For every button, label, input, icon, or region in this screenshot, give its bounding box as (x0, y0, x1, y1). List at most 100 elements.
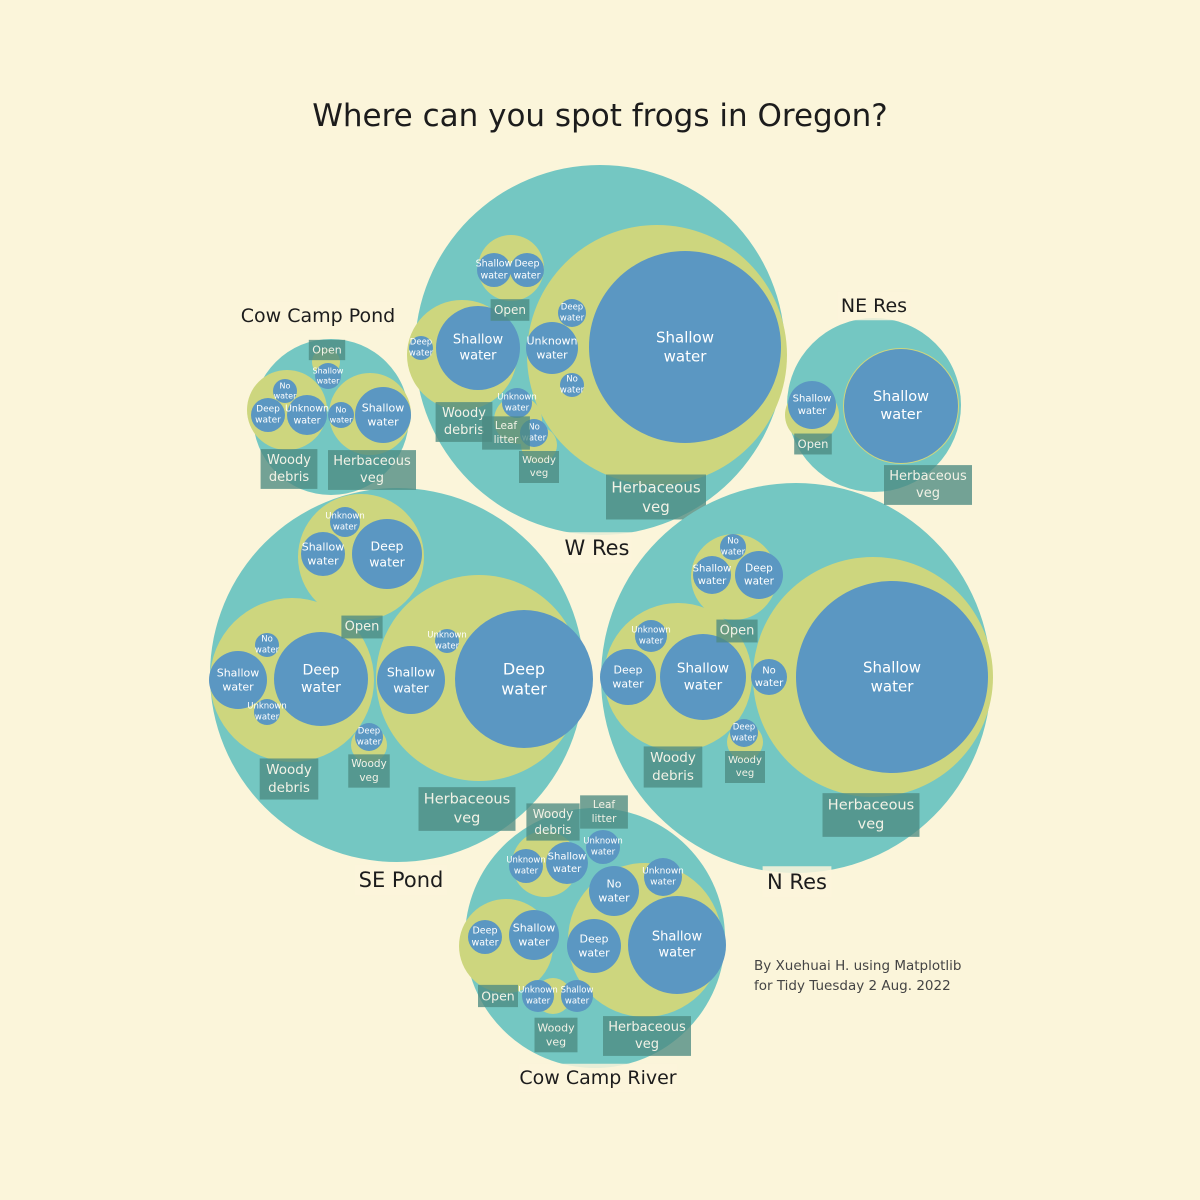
site-se-pond-woody-veg-deep-water-label-line-1: Deep (358, 727, 380, 737)
site-w-res-habitat-herbaceous-veg-label-line-1: Herbaceous (611, 478, 701, 496)
site-se-pond-woody-debris-no-water-circle (255, 633, 279, 657)
site-cow-camp-pond-woody-debris-deep-water-label-line-1: Deep (256, 404, 280, 414)
site-cow-camp-river-open-deep-water-circle (468, 920, 502, 954)
site-cow-camp-pond-label: Cow Camp Pond (241, 305, 396, 327)
site-ne-res-habitat-herbaceous-veg-label-line-2: veg (916, 486, 940, 501)
site-se-pond-open-deep-water-label-line-2: water (369, 554, 405, 569)
site-cow-camp-pond-woody-debris-no-water-label-line-2: water (274, 392, 298, 401)
site-cow-camp-river-woody-debris-unknown-water-circle (509, 849, 543, 883)
site-cow-camp-pond-herbaceous-veg-shallow-water-circle (355, 387, 411, 443)
site-cow-camp-river-woody-veg-unknown-water-circle (522, 980, 554, 1012)
site-w-res-woody-debris-shallow-water-circle (436, 306, 520, 390)
site-n-res-herbaceous-veg-no-water-label-line-2: water (755, 678, 784, 689)
site-w-res-woody-debris-deep-water-label-line-2: water (409, 348, 434, 358)
site-w-res-herbaceous-veg-unknown-water-circle (526, 322, 578, 374)
site-w-res-woody-debris-shallow-water-label-line-2: water (459, 349, 497, 364)
credit-line-2: for Tidy Tuesday 2 Aug. 2022 (754, 978, 951, 994)
site-cow-camp-pond-habitat-herbaceous-veg-label-line-2: veg (360, 471, 384, 486)
site-n-res-woody-debris-unknown-water-label-line-2: water (639, 636, 664, 646)
site-n-res-habitat-woody-debris-label-box (643, 746, 703, 788)
site-cow-camp-pond-woody-debris-deep-water-label-line-2: water (255, 416, 281, 426)
site-ne-res-open-shallow-water-label-line-2: water (798, 406, 827, 417)
site-se-pond-open-unknown-water-label-line-2: water (333, 522, 358, 532)
site-cow-camp-pond-woody-debris-unknown-water-label-line-1: Unknown (285, 404, 329, 415)
site-se-pond-herbaceous-veg-deep-water-label-line-1: Deep (503, 660, 545, 679)
site-cow-camp-river-woody-veg-shallow-water-label-line-1: Shallow (561, 986, 594, 996)
site-w-res-habitat-leaf-litter-label-box (482, 416, 530, 450)
site-cow-camp-river-habitat-leaf-litter-label-line-2: litter (592, 813, 618, 825)
site-se-pond-open-deep-water-label-line-1: Deep (371, 539, 404, 554)
site-ne-res-habitat-open-label-box (794, 433, 832, 455)
site-se-pond-open-unknown-water-label-line-1: Unknown (325, 512, 364, 522)
site-w-res-herbaceous-veg-deep-water-circle (558, 299, 586, 327)
site-cow-camp-river-herbaceous-veg-no-water-label-line-1: No (607, 878, 622, 891)
site-n-res-woody-debris-shallow-water-label-line-1: Shallow (677, 661, 729, 677)
site-n-res-habitat-woody-debris-label-line-1: Woody (650, 750, 696, 766)
site-se-pond-label-bg (354, 864, 448, 896)
site-se-pond-open-unknown-water-circle (330, 507, 360, 537)
site-cow-camp-river-habitat-leaf-litter-label-box (580, 795, 628, 829)
site-ne-res-label-bg (837, 291, 911, 321)
site-se-pond-habitat-herbaceous-veg-label-line-1: Herbaceous (424, 792, 510, 808)
site-cow-camp-pond-woody-debris-unknown-water-label-line-2: water (293, 415, 320, 426)
site-se-pond-label: SE Pond (359, 868, 444, 892)
site-n-res-herbaceous-veg-deep-water-label-line-2: water (732, 733, 757, 743)
site-se-pond-habitat-open-label-line-1: Open (345, 620, 380, 635)
site-cow-camp-pond-woody-debris-no-water-label-line-1: No (280, 382, 291, 391)
site-n-res-habitat-woody-veg-label-line-1: Woody (728, 755, 762, 766)
site-cow-camp-pond-habitat-woody-debris-label-line-1: Woody (267, 453, 311, 468)
site-cow-camp-river-habitat-woody-debris-label-line-2: debris (534, 823, 571, 837)
site-w-res-habitat-leaf-litter-label-line-1: Leaf (495, 420, 518, 432)
site-cow-camp-river-woody-debris-unknown-water-label-line-1: Unknown (506, 856, 545, 866)
site-n-res-woody-debris-deep-water-circle (600, 649, 656, 705)
site-w-res-habitat-woody-debris-label-line-1: Woody (442, 406, 486, 421)
site-w-res-open-shallow-water-label-line-2: water (480, 270, 507, 281)
site-se-pond-herbaceous-veg-unknown-water-label-line-2: water (435, 641, 460, 651)
site-se-pond-herbaceous-veg-deep-water-label-line-2: water (501, 680, 547, 699)
site-w-res-leaf-litter-no-water-label-line-1: No (528, 423, 540, 433)
site-ne-res-open-shallow-water-label-line-1: Shallow (793, 393, 832, 404)
site-cow-camp-pond-habitat-herbaceous-veg-label-line-1: Herbaceous (333, 454, 411, 469)
site-cow-camp-river-habitat-woody-veg-label-line-2: veg (546, 1036, 566, 1049)
site-se-pond-habitat-open-label-box (341, 615, 383, 639)
site-se-pond-herbaceous-veg-shallow-water-label-line-1: Shallow (387, 665, 435, 680)
site-w-res-habitat-open-label-box (490, 299, 530, 321)
site-w-res-leaf-litter-no-water-label-line-2: water (522, 433, 547, 443)
site-cow-camp-pond-herbaceous-veg-shallow-water-label-line-2: water (367, 415, 399, 428)
site-cow-camp-pond-habitat-woody-debris-label-line-2: debris (269, 470, 309, 485)
site-cow-camp-river-woody-debris-shallow-water-label-line-2: water (553, 864, 582, 875)
site-cow-camp-river-open-shallow-water-circle (509, 910, 559, 960)
site-w-res-habitat-herbaceous-veg-label-line-2: veg (642, 498, 670, 516)
site-cow-camp-river-herbaceous-veg-deep-water-label-line-1: Deep (580, 933, 609, 946)
site-cow-camp-river-habitat-woody-veg-label-box (534, 1017, 578, 1053)
site-cow-camp-river-leaf-litter-unknown-water-label-line-2: water (591, 847, 616, 857)
site-n-res-label: N Res (767, 870, 827, 894)
site-cow-camp-river-herbaceous-veg-unknown-water-label-line-1: Unknown (642, 866, 684, 876)
site-cow-camp-river-woody-veg-unknown-water-label-line-2: water (526, 996, 551, 1006)
site-cow-camp-river-leaf-litter-unknown-water-circle (586, 830, 620, 864)
site-cow-camp-river-leaf-litter-unknown-water-label-line-1: Unknown (583, 837, 622, 847)
site-cow-camp-river-open-shallow-water-label-line-1: Shallow (513, 922, 556, 935)
site-n-res-habitat-herbaceous-veg-label-box (822, 793, 920, 837)
site-w-res-woody-debris-shallow-water-label-line-1: Shallow (453, 332, 504, 347)
site-n-res-woody-debris-shallow-water-label-line-2: water (684, 677, 723, 693)
site-w-res-habitat-leaf-litter-label-line-2: litter (494, 434, 520, 446)
site-cow-camp-river-herbaceous-veg-unknown-water-label-line-2: water (650, 878, 676, 888)
site-se-pond-habitat-woody-veg-label-line-1: Woody (351, 758, 387, 770)
site-w-res-leaf-litter-unknown-water-label-line-1: Unknown (497, 393, 536, 403)
site-ne-res-herbaceous-veg-shallow-water-label-line-1: Shallow (873, 389, 929, 405)
site-se-pond-habitat-woody-debris-label-box (259, 758, 319, 800)
site-se-pond-woody-debris-deep-water-circle (274, 632, 368, 726)
site-se-pond-woody-debris-shallow-water-label-line-1: Shallow (217, 667, 260, 680)
site-w-res-herbaceous-veg-no-water-circle (560, 373, 584, 397)
site-w-res-woody-debris-deep-water-label-line-1: Deep (410, 338, 432, 348)
site-cow-camp-river-herbaceous-veg-deep-water-label-line-2: water (578, 946, 610, 959)
site-n-res-herbaceous-veg-shallow-water-label-line-2: water (871, 677, 915, 695)
site-se-pond-open-deep-water-circle (352, 519, 422, 589)
site-se-pond-woody-debris-deep-water-label-line-2: water (301, 680, 341, 696)
site-n-res-open-no-water-circle (720, 534, 746, 560)
site-se-pond-herbaceous-veg-shallow-water-label-line-2: water (393, 680, 429, 695)
site-cow-camp-river-open-shallow-water-label-line-2: water (518, 935, 550, 948)
site-cow-camp-pond-habitat-open-label-box (308, 339, 346, 361)
site-cow-camp-river-habitat-herbaceous-veg-label-line-1: Herbaceous (608, 1020, 686, 1035)
